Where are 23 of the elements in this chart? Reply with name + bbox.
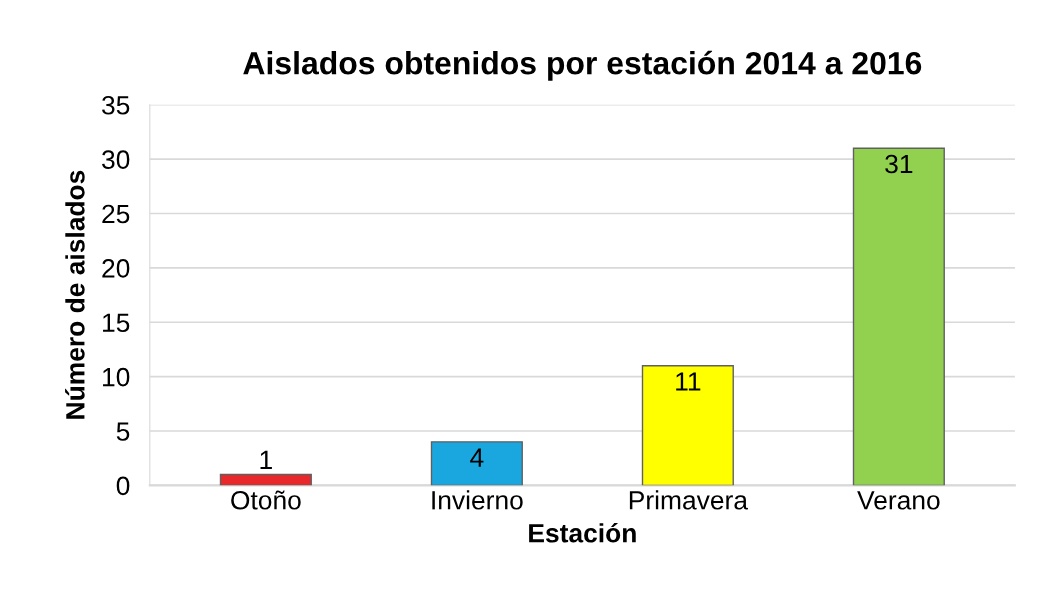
- bar: [641, 365, 734, 486]
- y-axis-title: Número de aislados: [65, 170, 85, 419]
- y-tick-label: 25: [102, 204, 130, 224]
- bar: [430, 441, 523, 486]
- y-tick-label: 30: [102, 150, 130, 169]
- x-axis-title: Estación: [529, 522, 636, 543]
- data-label: 11: [676, 372, 701, 391]
- data-label: 4: [470, 448, 484, 467]
- bar: [219, 473, 312, 486]
- data-label: 1: [260, 450, 272, 470]
- y-tick-label: 15: [103, 313, 130, 333]
- y-tick-label: 35: [102, 95, 130, 115]
- x-tick-label: Verano: [857, 491, 940, 510]
- x-tick-label: Otoño: [231, 490, 301, 510]
- y-tick-label: 20: [102, 259, 130, 278]
- chart-title: Aislados obtenidos por estación 2014 a 2016: [243, 50, 922, 81]
- y-tick-label: 10: [103, 367, 130, 387]
- x-tick-label: Invierno: [432, 490, 523, 510]
- bar: [852, 147, 945, 486]
- data-label: 31: [885, 154, 913, 174]
- y-tick-label: 5: [116, 422, 130, 441]
- x-tick-label: Primavera: [629, 490, 748, 510]
- y-tick-label: 0: [116, 476, 130, 496]
